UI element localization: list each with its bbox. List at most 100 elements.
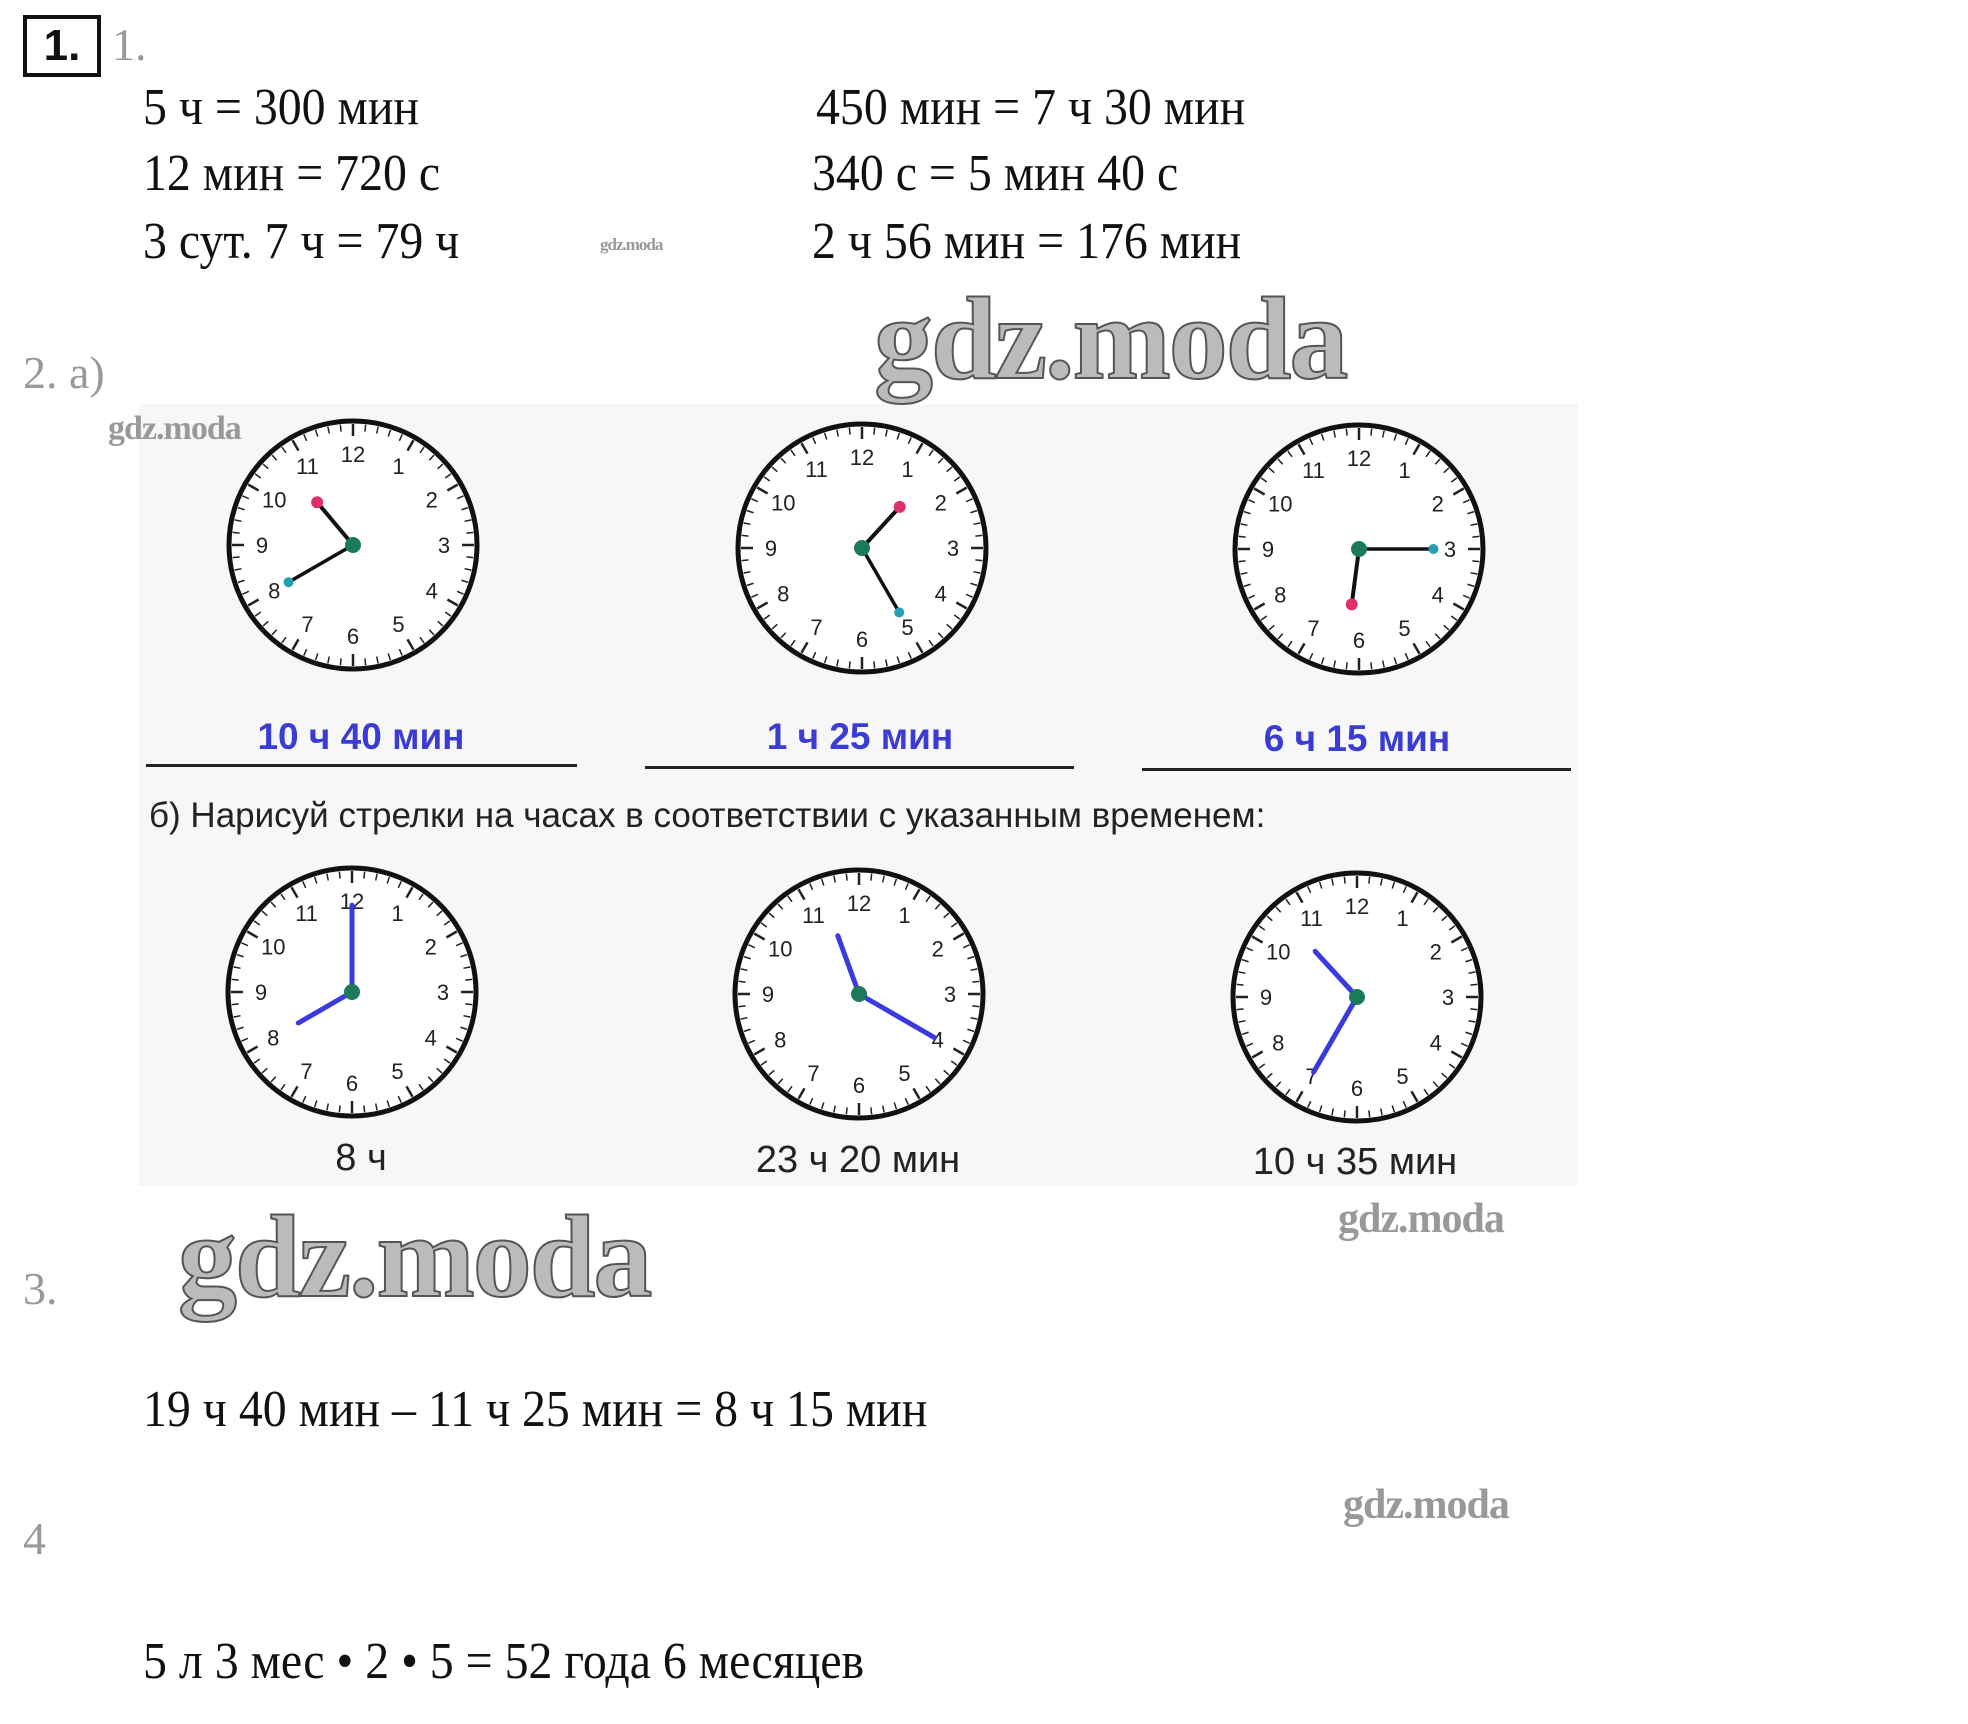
clock-tick	[928, 449, 934, 457]
clock-time-label: 23 ч 20 мин	[755, 1139, 961, 1181]
clock-tick	[823, 656, 828, 664]
clock-tick	[313, 876, 318, 884]
clock-tick	[465, 1003, 473, 1006]
clock-answer-label: 6 ч 15 мин	[1263, 718, 1451, 759]
clock-tick	[952, 1047, 965, 1056]
clock-tick	[1370, 662, 1373, 670]
clock-numeral: 5	[1396, 1064, 1408, 1089]
clock-numeral: 9	[1262, 537, 1274, 562]
clock-time-label: 8 ч	[335, 1137, 387, 1179]
clock-tick	[339, 424, 342, 432]
clock-tick	[233, 1014, 241, 1018]
clock-tick	[967, 1028, 975, 1033]
clock-tick	[303, 648, 308, 656]
clock-tick	[1318, 881, 1323, 889]
clock-tick	[953, 476, 961, 482]
clock-tick	[1241, 1031, 1249, 1036]
clock-tick	[261, 1067, 268, 1074]
clock-numeral: 10	[261, 935, 285, 960]
clock-tick	[1368, 1110, 1371, 1118]
clock-tick	[777, 903, 784, 910]
clock-tick	[873, 427, 876, 435]
clock-tick	[1251, 1050, 1264, 1059]
clock-numeral: 5	[901, 615, 913, 640]
clock-tick	[455, 942, 463, 947]
clock-tick	[1287, 450, 1293, 458]
clock-tick	[809, 883, 814, 891]
clock-tick	[419, 636, 425, 644]
clock-tick	[1381, 430, 1385, 438]
clock-tick	[896, 432, 901, 440]
clock-tick	[845, 1107, 848, 1115]
clock-numeral: 5	[392, 612, 404, 637]
clock-tick	[833, 1105, 837, 1113]
clock-tick	[444, 611, 452, 617]
task2-label: 2. а)	[23, 347, 105, 398]
clock-tick	[291, 439, 300, 452]
hour-hand	[315, 500, 355, 547]
clock-tick	[743, 1028, 751, 1033]
clock-numeral: 1	[391, 901, 403, 926]
clock-tick	[812, 651, 817, 659]
watermark: gdz.moda	[177, 1191, 653, 1323]
clock-tick	[741, 534, 749, 537]
clock-tick	[1260, 615, 1268, 621]
clock-tick	[437, 620, 444, 627]
clock-numeral: 12	[850, 445, 874, 470]
clock-numeral: 6	[856, 627, 868, 652]
clock-tick	[1320, 657, 1325, 665]
clock-tick	[943, 912, 950, 919]
clock-tick	[738, 980, 746, 983]
watermark: gdz.moda	[600, 235, 663, 254]
clock-tick	[338, 1105, 341, 1113]
clock-tick	[302, 1095, 307, 1103]
clock-tick	[387, 429, 392, 437]
minute-hand	[856, 991, 937, 1040]
clock-tick	[741, 559, 749, 562]
clock-tick	[1333, 430, 1337, 438]
clock-tick	[1251, 935, 1264, 944]
clock-tick	[1410, 1090, 1419, 1103]
clock-tick	[281, 636, 287, 644]
clock-numeral: 3	[947, 536, 959, 561]
clock-tick	[466, 531, 474, 534]
clock-tick	[1381, 660, 1385, 668]
clock-answer-label: 10 ч 40 мин	[257, 716, 465, 757]
clock-tick	[768, 1069, 775, 1076]
clock-numeral: 11	[805, 457, 828, 482]
clock-tick	[970, 1016, 978, 1020]
clock-tick	[1412, 443, 1421, 456]
clock-tick	[953, 614, 961, 620]
clock-tick	[262, 463, 269, 470]
clock-numeral: 12	[341, 442, 365, 467]
clock-tick	[363, 871, 366, 879]
clock-tick	[1266, 915, 1273, 922]
clock-tick	[314, 653, 319, 661]
clock-tick	[463, 1014, 471, 1018]
clock-tick	[1470, 983, 1478, 986]
clock-tick	[363, 1105, 366, 1113]
clock-tick	[790, 449, 796, 457]
clock-tick	[1297, 443, 1306, 456]
clock-tick	[364, 658, 367, 666]
equation: 3 сут. 7 ч = 79 ч	[143, 213, 460, 270]
clock-tick	[242, 590, 250, 595]
clock-tick	[1275, 906, 1282, 913]
clock-tick	[1277, 458, 1284, 465]
clock-tick	[397, 1095, 402, 1103]
clock-tick	[790, 639, 796, 647]
clock-tick	[1258, 1063, 1266, 1069]
clock-numeral: 6	[346, 1071, 358, 1096]
clock-tick	[232, 531, 240, 534]
clock-tick	[1343, 876, 1346, 884]
clock-numeral: 1	[898, 903, 910, 928]
clock-numeral: 8	[1272, 1031, 1284, 1056]
clock-tick	[254, 473, 262, 479]
clock-tick	[290, 1085, 299, 1098]
clock-numeral: 9	[762, 982, 774, 1007]
clock-tick	[760, 1060, 768, 1066]
clock-numeral: 1	[901, 457, 913, 482]
clock-tick	[1379, 878, 1383, 886]
